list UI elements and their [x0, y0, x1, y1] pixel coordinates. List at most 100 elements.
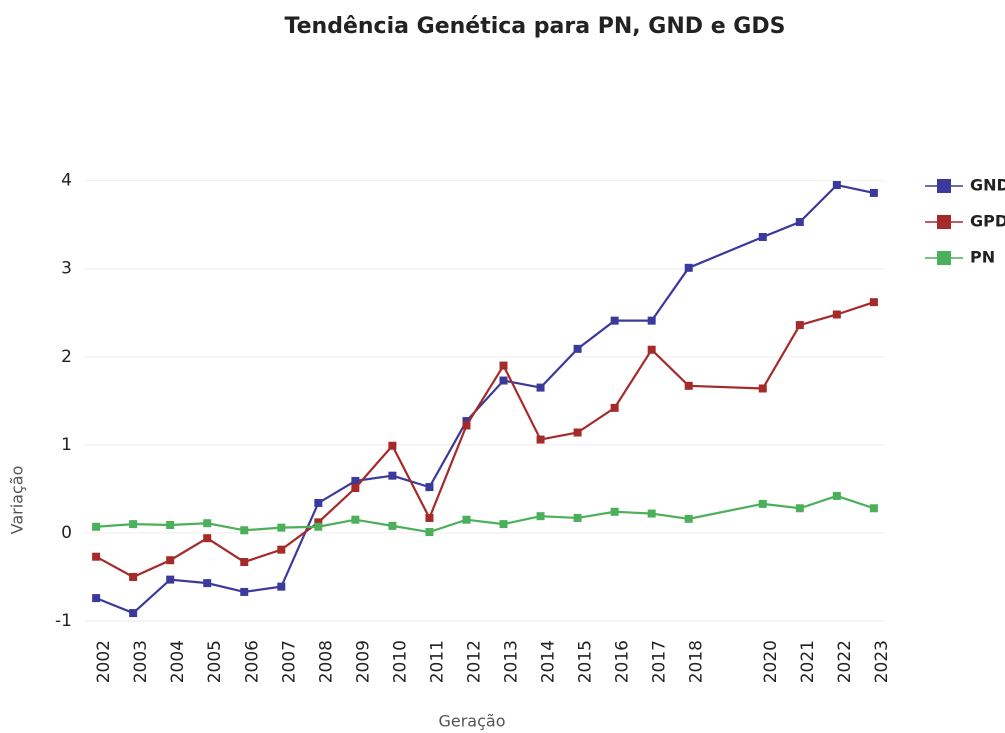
data-point — [462, 421, 471, 430]
x-tick-label: 2011 — [427, 640, 447, 683]
data-point — [351, 484, 360, 493]
x-tick-label: 2022 — [835, 640, 855, 683]
data-point — [610, 403, 619, 412]
data-point — [203, 579, 212, 588]
x-tick-label: 2016 — [613, 640, 633, 683]
y-tick-label: 2 — [61, 347, 72, 367]
data-point — [351, 515, 360, 524]
legend-label: PN — [970, 248, 995, 267]
data-point — [92, 552, 101, 561]
data-point — [499, 361, 508, 370]
data-point — [869, 504, 878, 513]
data-point — [573, 344, 582, 353]
data-point — [388, 521, 397, 530]
x-tick-label: 2003 — [131, 640, 151, 683]
data-point — [92, 522, 101, 531]
x-tick-label: 2013 — [502, 640, 522, 683]
data-point — [869, 188, 878, 197]
legend-label: GND — [970, 176, 1005, 195]
y-tick-label: -1 — [55, 611, 72, 631]
y-tick-label: 4 — [61, 171, 72, 191]
x-tick-label: 2015 — [576, 640, 596, 683]
data-point — [647, 316, 656, 325]
chart-title: Tendência Genética para PN, GND e GDS — [285, 14, 786, 39]
data-point — [92, 594, 101, 603]
data-point — [277, 523, 286, 532]
data-point — [203, 534, 212, 543]
data-point — [314, 518, 323, 527]
x-tick-label: 2018 — [687, 640, 707, 683]
x-tick-label: 2008 — [316, 640, 336, 683]
data-point — [832, 491, 841, 500]
x-tick-label: 2004 — [168, 640, 188, 683]
data-point — [388, 471, 397, 480]
x-tick-label: 2010 — [390, 640, 410, 683]
y-tick-label: 3 — [61, 259, 72, 279]
legend-swatch — [937, 179, 951, 193]
series-line — [95, 183, 875, 615]
data-point — [425, 483, 434, 492]
data-point — [647, 345, 656, 354]
data-point — [129, 572, 138, 581]
x-axis-label: Geração — [438, 712, 505, 731]
legend-label: GPD — [970, 212, 1005, 231]
data-point — [129, 609, 138, 618]
x-tick-label: 2009 — [353, 640, 373, 683]
data-point — [536, 512, 545, 521]
data-point — [832, 181, 841, 190]
data-point — [166, 556, 175, 565]
x-tick-label: 2014 — [539, 640, 559, 683]
data-point — [573, 428, 582, 437]
data-point — [314, 498, 323, 507]
data-point — [240, 557, 249, 566]
data-point — [758, 499, 767, 508]
data-point — [425, 528, 434, 537]
series-line — [96, 494, 875, 534]
data-point — [536, 383, 545, 392]
data-point — [536, 435, 545, 444]
x-tick-label: 2021 — [798, 640, 818, 683]
data-point — [462, 417, 471, 426]
data-point — [684, 263, 693, 272]
data-point — [610, 316, 619, 325]
data-point — [462, 515, 471, 524]
data-point — [425, 513, 434, 522]
data-point — [240, 587, 249, 596]
x-tick-label: 2005 — [205, 640, 225, 683]
data-point — [795, 504, 804, 513]
x-tick-label: 2017 — [650, 640, 670, 683]
y-tick-label: 0 — [61, 523, 72, 543]
x-tick-label: 2012 — [464, 640, 484, 683]
legend-swatch — [937, 215, 951, 229]
data-point — [388, 441, 397, 450]
data-point — [351, 476, 360, 485]
x-tick-label: 2023 — [872, 640, 892, 683]
data-point — [758, 232, 767, 241]
data-point — [129, 520, 138, 529]
x-tick-label: 2006 — [242, 640, 262, 683]
series-line — [95, 301, 875, 579]
data-point — [499, 376, 508, 385]
data-point — [795, 218, 804, 227]
data-point — [203, 519, 212, 528]
y-tick-label: 1 — [61, 435, 72, 455]
data-point — [573, 513, 582, 522]
data-point — [758, 384, 767, 393]
data-point — [610, 507, 619, 516]
data-point — [499, 520, 508, 529]
x-tick-label: 2002 — [94, 640, 114, 683]
data-point — [832, 310, 841, 319]
data-point — [277, 582, 286, 591]
data-point — [647, 509, 656, 518]
data-point — [240, 526, 249, 535]
data-point — [684, 381, 693, 390]
y-axis-label: Variação — [8, 466, 27, 535]
data-point — [684, 514, 693, 523]
x-tick-label: 2020 — [761, 640, 781, 683]
x-tick-label: 2007 — [279, 640, 299, 683]
legend-swatch — [937, 251, 951, 265]
data-point — [166, 575, 175, 584]
data-point — [869, 298, 878, 307]
data-point — [166, 520, 175, 529]
